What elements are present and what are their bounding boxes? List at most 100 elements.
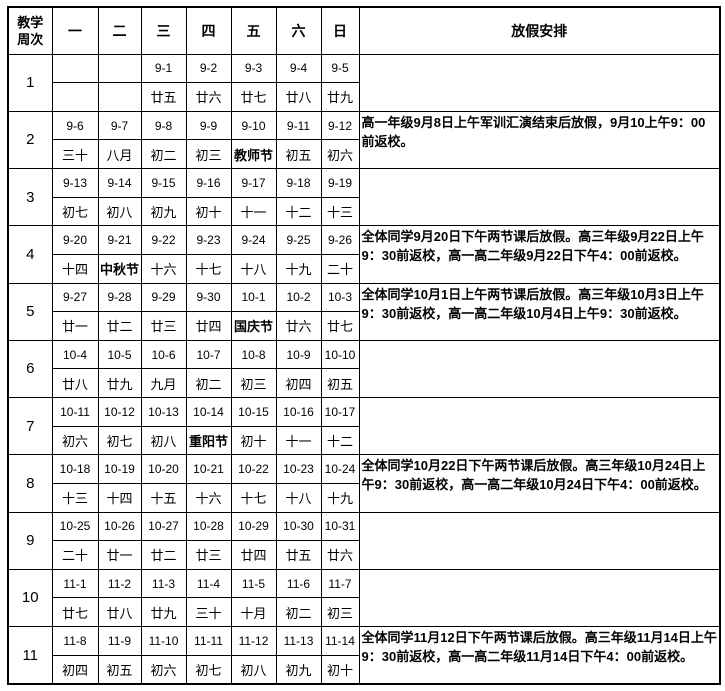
date-cell: 11-6: [275, 568, 322, 599]
date-cell: 10-10: [320, 339, 360, 370]
lunar-cell: [97, 82, 142, 112]
date-cell: 9-9: [185, 110, 232, 141]
date-cell: 9-17: [230, 168, 277, 198]
holiday-note: [358, 396, 721, 456]
week-dates-row: 4 9-20 9-21 9-22 9-23 9-24 9-25 9-26 全体同学9月20日下午…: [7, 225, 721, 284]
lunar-cell: 初三: [185, 139, 232, 169]
lunar-cell: 初五: [97, 654, 142, 685]
holiday-note: [358, 568, 721, 628]
lunar-cell: 廿九: [97, 368, 142, 398]
date-cell: 9-26: [320, 225, 360, 255]
date-cell: 9-6: [51, 110, 99, 141]
date-cell: [51, 53, 99, 84]
holiday-note: 全体同学10月1日上午两节课后放假。高三年级10月3日上午9：30前返校，高一高…: [358, 282, 721, 341]
lunar-cell: 十三: [51, 482, 99, 513]
lunar-cell: 十七: [185, 253, 232, 284]
lunar-cell: 十八: [275, 482, 322, 513]
lunar-cell: 初六: [51, 425, 99, 456]
lunar-cell: 初七: [97, 425, 142, 456]
header-day-fri: 五: [230, 6, 277, 55]
lunar-cell: 初三: [230, 368, 277, 398]
date-cell: 10-31: [320, 511, 360, 542]
lunar-cell: 廿五: [275, 540, 322, 570]
lunar-cell: 初六: [140, 654, 187, 685]
date-cell: 9-2: [185, 53, 232, 84]
lunar-cell: 初十: [185, 196, 232, 227]
week-dates-row: 7 10-11 10-12 10-13 10-14 10-15 10-16 10-17: [7, 396, 721, 456]
week-number: 3: [7, 167, 53, 227]
holiday-note: 高一年级9月8日上午军训汇演结束后放假，9月10上午9：00前返校。: [358, 110, 721, 170]
holiday-note: [358, 167, 721, 227]
date-cell: 10-26: [97, 511, 142, 542]
week-number: 8: [7, 454, 53, 513]
lunar-cell: 廿六: [185, 82, 232, 112]
festival-cell: 中秋节: [97, 253, 142, 284]
holiday-note: 全体同学10月22日下午两节课后放假。高三年级10月24日上午9：30前返校，高…: [358, 454, 721, 513]
holiday-note: [358, 511, 721, 570]
lunar-cell: 廿二: [140, 540, 187, 570]
festival-cell: 国庆节: [230, 311, 277, 341]
lunar-cell: 初八: [140, 425, 187, 456]
header-holiday-arrangement: 放假安排: [358, 6, 721, 55]
lunar-cell: 十六: [185, 482, 232, 513]
lunar-cell: 廿三: [140, 311, 187, 341]
header-day-sun: 日: [320, 6, 360, 55]
date-cell: 9-18: [275, 168, 322, 198]
week-lunar-row: 廿五 廿六 廿七 廿八 廿九: [8, 82, 720, 112]
date-cell: 10-6: [140, 339, 187, 370]
date-cell: 10-14: [185, 397, 232, 427]
lunar-cell: 廿八: [97, 597, 142, 627]
date-cell: 9-4: [275, 53, 322, 84]
date-cell: 9-23: [185, 225, 232, 255]
header-day-mon: 一: [51, 6, 99, 55]
lunar-cell: 廿七: [51, 597, 99, 627]
lunar-cell: 初四: [275, 368, 322, 398]
week-number: 9: [7, 511, 53, 570]
lunar-cell: 十八: [230, 253, 277, 284]
date-cell: 10-4: [51, 339, 99, 370]
date-cell: 10-16: [275, 397, 322, 427]
date-cell: 10-15: [230, 397, 277, 427]
lunar-cell: 十三: [320, 196, 360, 227]
header-day-thu: 四: [185, 6, 232, 55]
date-cell: 10-29: [230, 511, 277, 542]
date-cell: 9-1: [140, 53, 187, 84]
lunar-cell: 廿一: [97, 540, 142, 570]
date-cell: 9-16: [185, 168, 232, 198]
header-teaching-week: 教学周次: [7, 6, 53, 55]
festival-cell: 教师节: [230, 139, 277, 169]
lunar-cell: 十九: [275, 253, 322, 284]
date-cell: 10-5: [97, 339, 142, 370]
date-cell: 9-10: [230, 110, 277, 141]
holiday-note: 全体同学11月12日下午两节课后放假。高三年级11月14日上午9：30前返校，高…: [358, 626, 721, 685]
date-cell: 9-8: [140, 110, 187, 141]
week-dates-row: 1 9-1 9-2 9-3 9-4 9-5: [7, 53, 721, 112]
date-cell: 11-13: [275, 626, 322, 656]
week-dates-row: 10 11-1 11-2 11-3 11-4 11-5 11-6 11-7: [7, 568, 721, 628]
week-dates-row: 5 9-27 9-28 9-29 9-30 10-1 10-2 10-3 全体同学10月1日上午…: [7, 282, 721, 341]
week-lunar-row: 廿八 廿九 九月 初二 初三 初四 初五: [8, 368, 720, 398]
week-lunar-row: 三十 八月 初二 初三 教师节 初五 初六: [8, 139, 720, 169]
holiday-note: [358, 53, 721, 112]
week-number: 1: [7, 53, 53, 112]
festival-cell: 重阳节: [185, 425, 232, 456]
date-cell: 9-28: [97, 282, 142, 313]
lunar-cell: 三十: [185, 597, 232, 627]
lunar-cell: 初十: [320, 654, 360, 685]
date-cell: 11-7: [320, 568, 360, 599]
lunar-cell: 十五: [140, 482, 187, 513]
date-cell: 10-21: [185, 454, 232, 484]
week-dates-row: 2 9-6 9-7 9-8 9-9 9-10 9-11 9-12 高一年级9月8日上午军训汇演结…: [7, 110, 721, 170]
header-day-sat: 六: [275, 6, 322, 55]
date-cell: 11-4: [185, 568, 232, 599]
holiday-note: 全体同学9月20日下午两节课后放假。高三年级9月22日上午9：30前返校，高一高…: [358, 225, 721, 284]
date-cell: 11-3: [140, 568, 187, 599]
week-dates-row: 3 9-13 9-14 9-15 9-16 9-17 9-18 9-19: [7, 167, 721, 227]
lunar-cell: 廿四: [230, 540, 277, 570]
lunar-cell: 廿三: [185, 540, 232, 570]
date-cell: 11-14: [320, 626, 360, 656]
date-cell: 9-21: [97, 225, 142, 255]
date-cell: 9-19: [320, 168, 360, 198]
week-lunar-row: 初七 初八 初九 初十 十一 十二 十三: [8, 196, 720, 227]
lunar-cell: 初三: [320, 597, 360, 627]
